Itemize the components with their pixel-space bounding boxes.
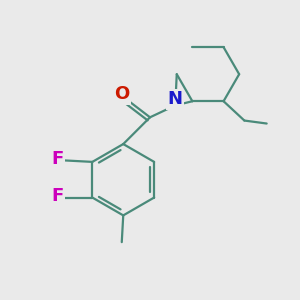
Text: F: F xyxy=(52,150,64,168)
Text: F: F xyxy=(52,187,64,205)
Text: O: O xyxy=(114,85,129,103)
Text: N: N xyxy=(168,91,183,109)
